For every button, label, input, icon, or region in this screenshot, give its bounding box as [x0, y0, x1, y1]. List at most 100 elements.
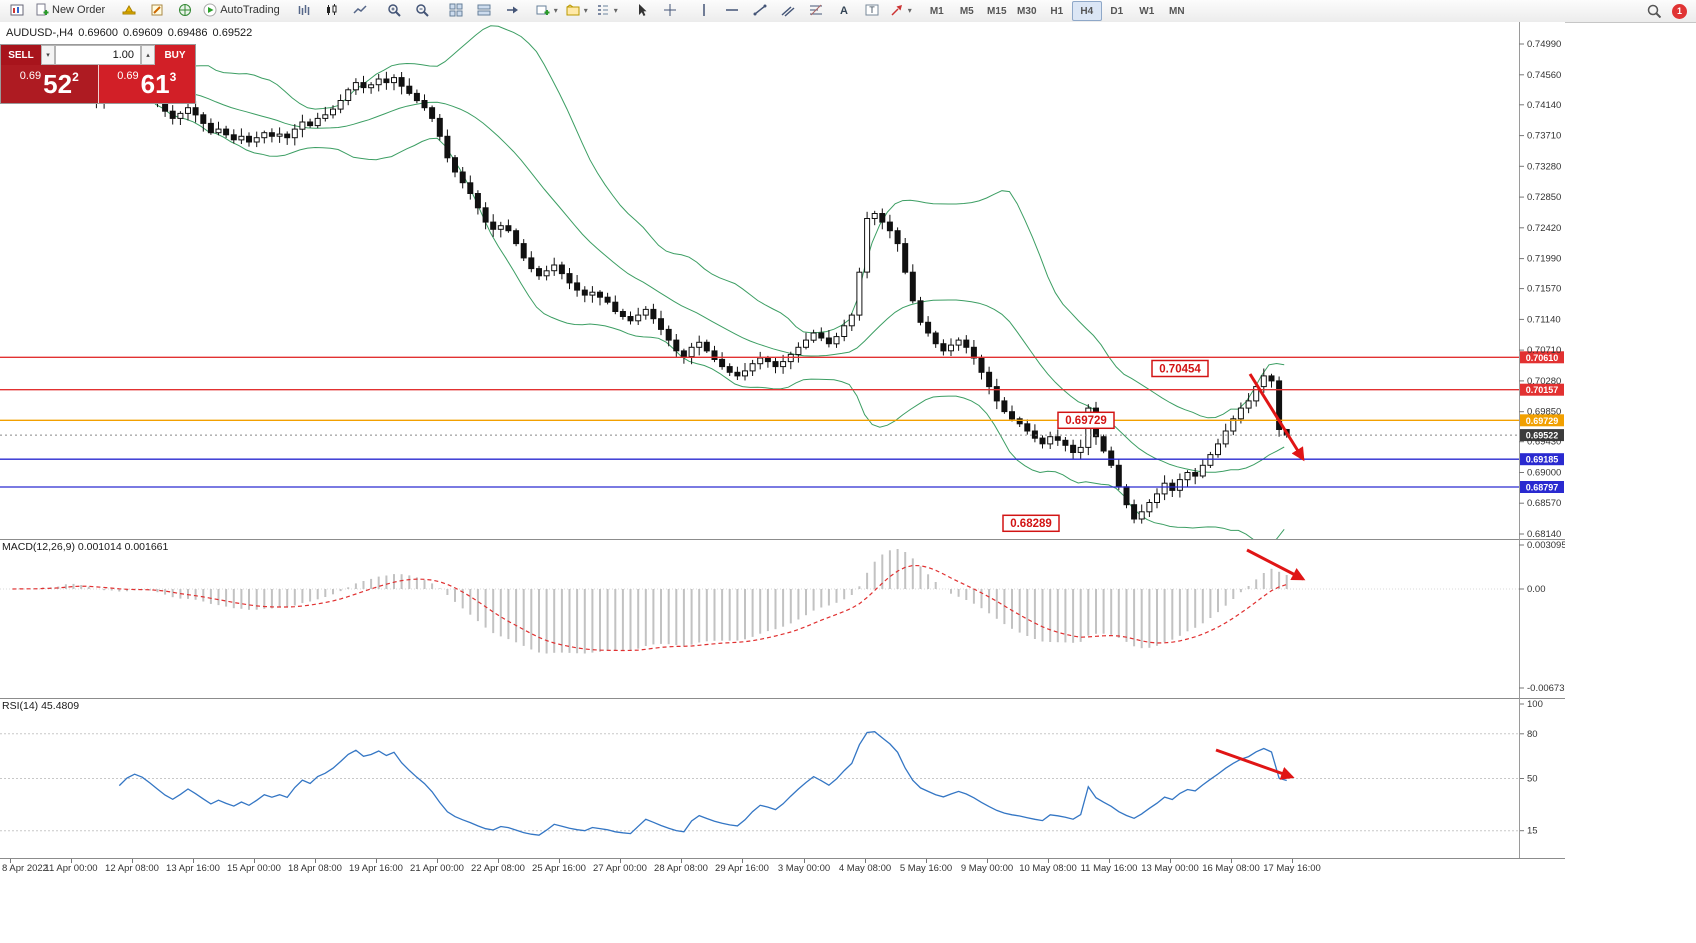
doc-plus-icon: [36, 3, 49, 16]
time-tick: [71, 859, 72, 863]
bar-low: 0.69486: [167, 27, 208, 39]
arrange-icon: [477, 4, 491, 16]
timeframe-m30-button[interactable]: M30: [1017, 5, 1037, 17]
cursor-button[interactable]: [628, 0, 656, 21]
lot-decrease-button[interactable]: ▾: [41, 45, 55, 65]
text-label-button[interactable]: T: [858, 0, 886, 21]
time-tick: [742, 859, 743, 863]
time-tick: [681, 859, 682, 863]
lot-increase-button[interactable]: ▴: [141, 45, 155, 65]
time-axis-label: 18 Apr 08:00: [288, 863, 342, 874]
svg-text:0.69000: 0.69000: [1527, 468, 1561, 479]
sell-button[interactable]: SELL: [1, 45, 41, 65]
timeframe-d1-button[interactable]: D1: [1110, 5, 1124, 17]
bars-icon: [298, 5, 309, 16]
time-axis-label: 21 Apr 00:00: [410, 863, 464, 874]
time-axis[interactable]: 8 Apr 2022 11 Apr 00:00 12 Apr 08:00 13 Apr…: [0, 858, 1565, 879]
auto-arrange-button[interactable]: [470, 0, 498, 21]
timeframe-mn-button[interactable]: MN: [1169, 5, 1185, 17]
svg-text:15: 15: [1527, 826, 1538, 837]
svg-text:-0.006731: -0.006731: [1527, 683, 1565, 694]
svg-text:0.69729: 0.69729: [1065, 415, 1107, 427]
candles-icon: [326, 4, 337, 16]
buy-price-big: 61: [140, 69, 170, 99]
hat-icon: [122, 5, 136, 15]
zoom-in-button[interactable]: [380, 0, 408, 21]
new-chart-button[interactable]: ▾: [532, 0, 562, 21]
trendline-button[interactable]: [746, 0, 774, 21]
time-axis-label: 25 Apr 16:00: [532, 863, 586, 874]
rsi-indicator-pane[interactable]: 100 80 50 15 RSI(14) 45.4809: [0, 698, 1565, 858]
buy-button[interactable]: BUY: [155, 45, 195, 65]
chart-shift-button[interactable]: [498, 0, 526, 21]
tile-windows-button[interactable]: [442, 0, 470, 21]
buy-price-frac: 0.69: [117, 70, 139, 82]
candlestick-chart-button[interactable]: [318, 0, 346, 21]
svg-text:0.70280: 0.70280: [1527, 376, 1561, 387]
new-order-button[interactable]: New Order: [31, 0, 109, 21]
notification-badge[interactable]: 1: [1672, 3, 1687, 19]
timeframe-w1-button[interactable]: W1: [1139, 5, 1155, 17]
bar-close: 0.69522: [212, 27, 253, 39]
time-axis-label: 17 May 16:00: [1263, 863, 1321, 874]
arrows-button[interactable]: ▾: [886, 0, 916, 21]
svg-text:100: 100: [1527, 699, 1543, 710]
svg-text:0.71990: 0.71990: [1527, 254, 1561, 265]
sell-price-button[interactable]: 0.69 52 2: [1, 65, 99, 103]
price-annotation: 0.70454: [1151, 359, 1209, 378]
channel-button[interactable]: [774, 0, 802, 21]
horizontal-line-button[interactable]: [718, 0, 746, 21]
expert-advisors-button[interactable]: [115, 0, 143, 21]
chart-window-icon: [10, 4, 24, 16]
rsi-label: RSI(14) 45.4809: [2, 700, 79, 712]
shift-icon: [506, 6, 518, 14]
time-tick: [254, 859, 255, 863]
search-button[interactable]: [1640, 1, 1668, 22]
text-box-icon: T: [865, 4, 879, 16]
svg-text:0.73710: 0.73710: [1527, 131, 1561, 142]
metaeditor-button[interactable]: [143, 0, 171, 21]
profiles-button[interactable]: ▾: [562, 0, 592, 21]
globe-icon: [179, 4, 192, 17]
indicators-button[interactable]: ▾: [592, 0, 622, 21]
price-chart-pane[interactable]: 0.706100.701570.697290.691850.687970.695…: [0, 22, 1565, 539]
editor-icon: [151, 4, 163, 16]
profiles-icon: [566, 4, 580, 16]
time-tick: [1109, 859, 1110, 863]
bar-chart-button[interactable]: [290, 0, 318, 21]
lot-size-input[interactable]: 1.00: [55, 45, 141, 65]
svg-text:0.73280: 0.73280: [1527, 161, 1561, 172]
line-chart-button[interactable]: [346, 0, 374, 21]
timeframe-m1-button[interactable]: M1: [929, 5, 944, 17]
fibonacci-button[interactable]: [802, 0, 830, 21]
svg-text:0.70454: 0.70454: [1159, 363, 1201, 375]
svg-text:0.71570: 0.71570: [1527, 284, 1561, 295]
cursor-icon: [638, 4, 647, 17]
timeframe-m15-button[interactable]: M15: [987, 5, 1007, 17]
community-button[interactable]: [171, 0, 199, 21]
bar-high: 0.69609: [123, 27, 163, 39]
sell-price-big: 52: [43, 69, 73, 99]
sell-price-frac: 0.69: [19, 70, 42, 82]
svg-text:0.68289: 0.68289: [1010, 518, 1052, 530]
time-tick: [315, 859, 316, 863]
vertical-line-button[interactable]: [690, 0, 718, 21]
svg-text:0.68570: 0.68570: [1527, 498, 1561, 509]
text-button[interactable]: A: [830, 0, 858, 21]
svg-text:0.70710: 0.70710: [1527, 345, 1561, 356]
zoom-out-button[interactable]: [408, 0, 436, 21]
timeframe-h1-button[interactable]: H1: [1050, 5, 1064, 17]
crosshair-button[interactable]: [656, 0, 684, 21]
time-axis-label: 16 May 08:00: [1202, 863, 1260, 874]
timeframe-m5-button[interactable]: M5: [959, 5, 974, 17]
hline-icon: [725, 9, 738, 11]
autotrading-button[interactable]: AutoTrading: [199, 0, 284, 21]
chart-window-button[interactable]: [3, 0, 31, 21]
timeframe-h4-button[interactable]: H4: [1071, 1, 1102, 22]
macd-indicator-pane[interactable]: 0.003095 0.00 -0.006731 MACD(12,26,9) 0.001…: [0, 539, 1565, 698]
time-tick: [437, 859, 438, 863]
new-chart-icon: [536, 5, 550, 16]
svg-text:0.74140: 0.74140: [1527, 100, 1561, 111]
time-axis-label: 13 May 00:00: [1141, 863, 1199, 874]
buy-price-button[interactable]: 0.69 61 3: [98, 65, 195, 103]
